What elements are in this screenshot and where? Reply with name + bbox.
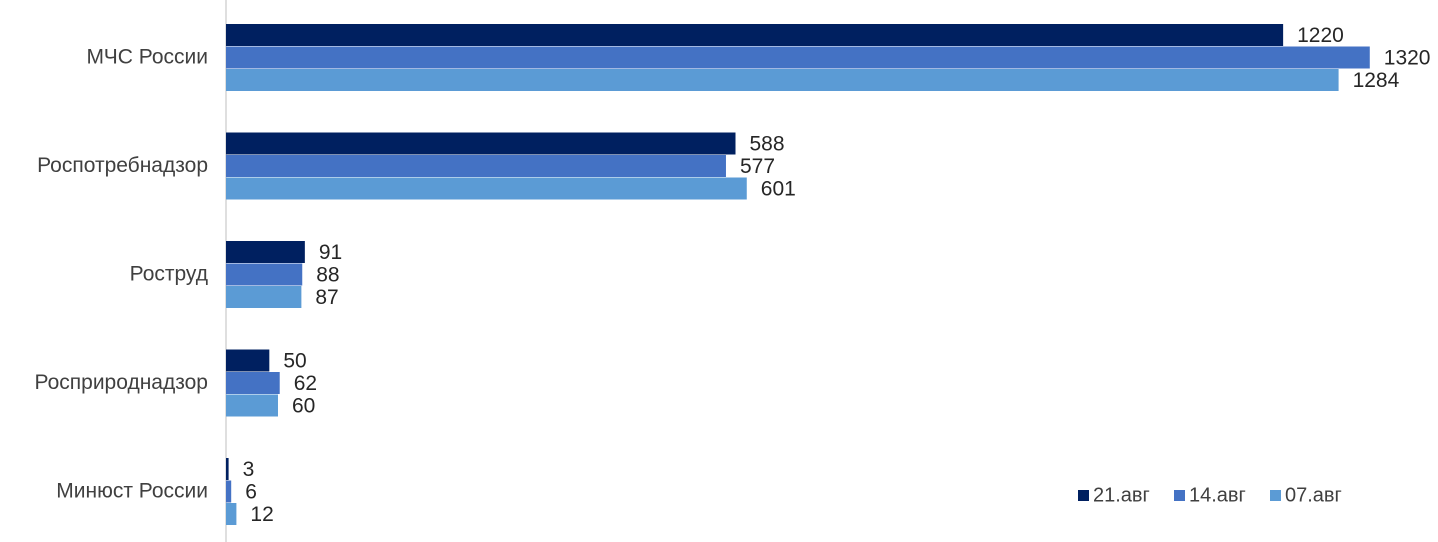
bar [226, 286, 302, 308]
legend-swatch [1270, 490, 1281, 501]
bar [226, 155, 726, 177]
bar [226, 394, 278, 417]
data-label: 60 [292, 394, 315, 417]
category-label: МЧС России [87, 45, 208, 68]
bar [226, 177, 747, 200]
legend-swatch [1174, 490, 1185, 501]
data-label: 3 [243, 458, 255, 481]
data-label: 1220 [1297, 24, 1344, 47]
category-label: Роструд [130, 262, 208, 285]
legend-label: 07.авг [1285, 484, 1342, 506]
legend: 21.авг 14.авг 07.авг [1078, 484, 1342, 506]
data-label: 1320 [1384, 46, 1431, 69]
data-label: 577 [740, 155, 775, 178]
bar [226, 349, 270, 372]
bar [226, 46, 1370, 69]
category-label: Минюст России [56, 479, 208, 502]
bar [226, 458, 229, 480]
category-labels-group: МЧС России Роспотребнадзор Роструд Росприро… [35, 45, 208, 502]
data-label: 87 [315, 286, 338, 309]
legend-label: 21.авг [1093, 484, 1150, 506]
category-label: Роспотребнадзор [37, 154, 208, 177]
legend-swatch [1078, 490, 1089, 501]
data-label: 588 [750, 132, 785, 155]
bar [226, 480, 232, 503]
data-label: 1284 [1353, 69, 1400, 92]
bar [226, 69, 1339, 91]
bar [226, 372, 280, 394]
bars-group [226, 24, 1370, 525]
bar [226, 263, 303, 286]
data-label: 601 [761, 177, 796, 200]
data-label: 91 [319, 241, 342, 264]
data-label: 6 [245, 480, 257, 503]
data-label: 12 [250, 503, 273, 526]
data-label: 88 [316, 263, 339, 286]
bar [226, 241, 305, 263]
data-label: 62 [294, 372, 317, 395]
bar [226, 24, 1284, 46]
legend-label: 14.авг [1189, 484, 1246, 506]
data-label: 50 [283, 349, 306, 372]
category-label: Росприроднадзор [35, 371, 208, 394]
bar [226, 503, 237, 525]
bar [226, 132, 736, 155]
